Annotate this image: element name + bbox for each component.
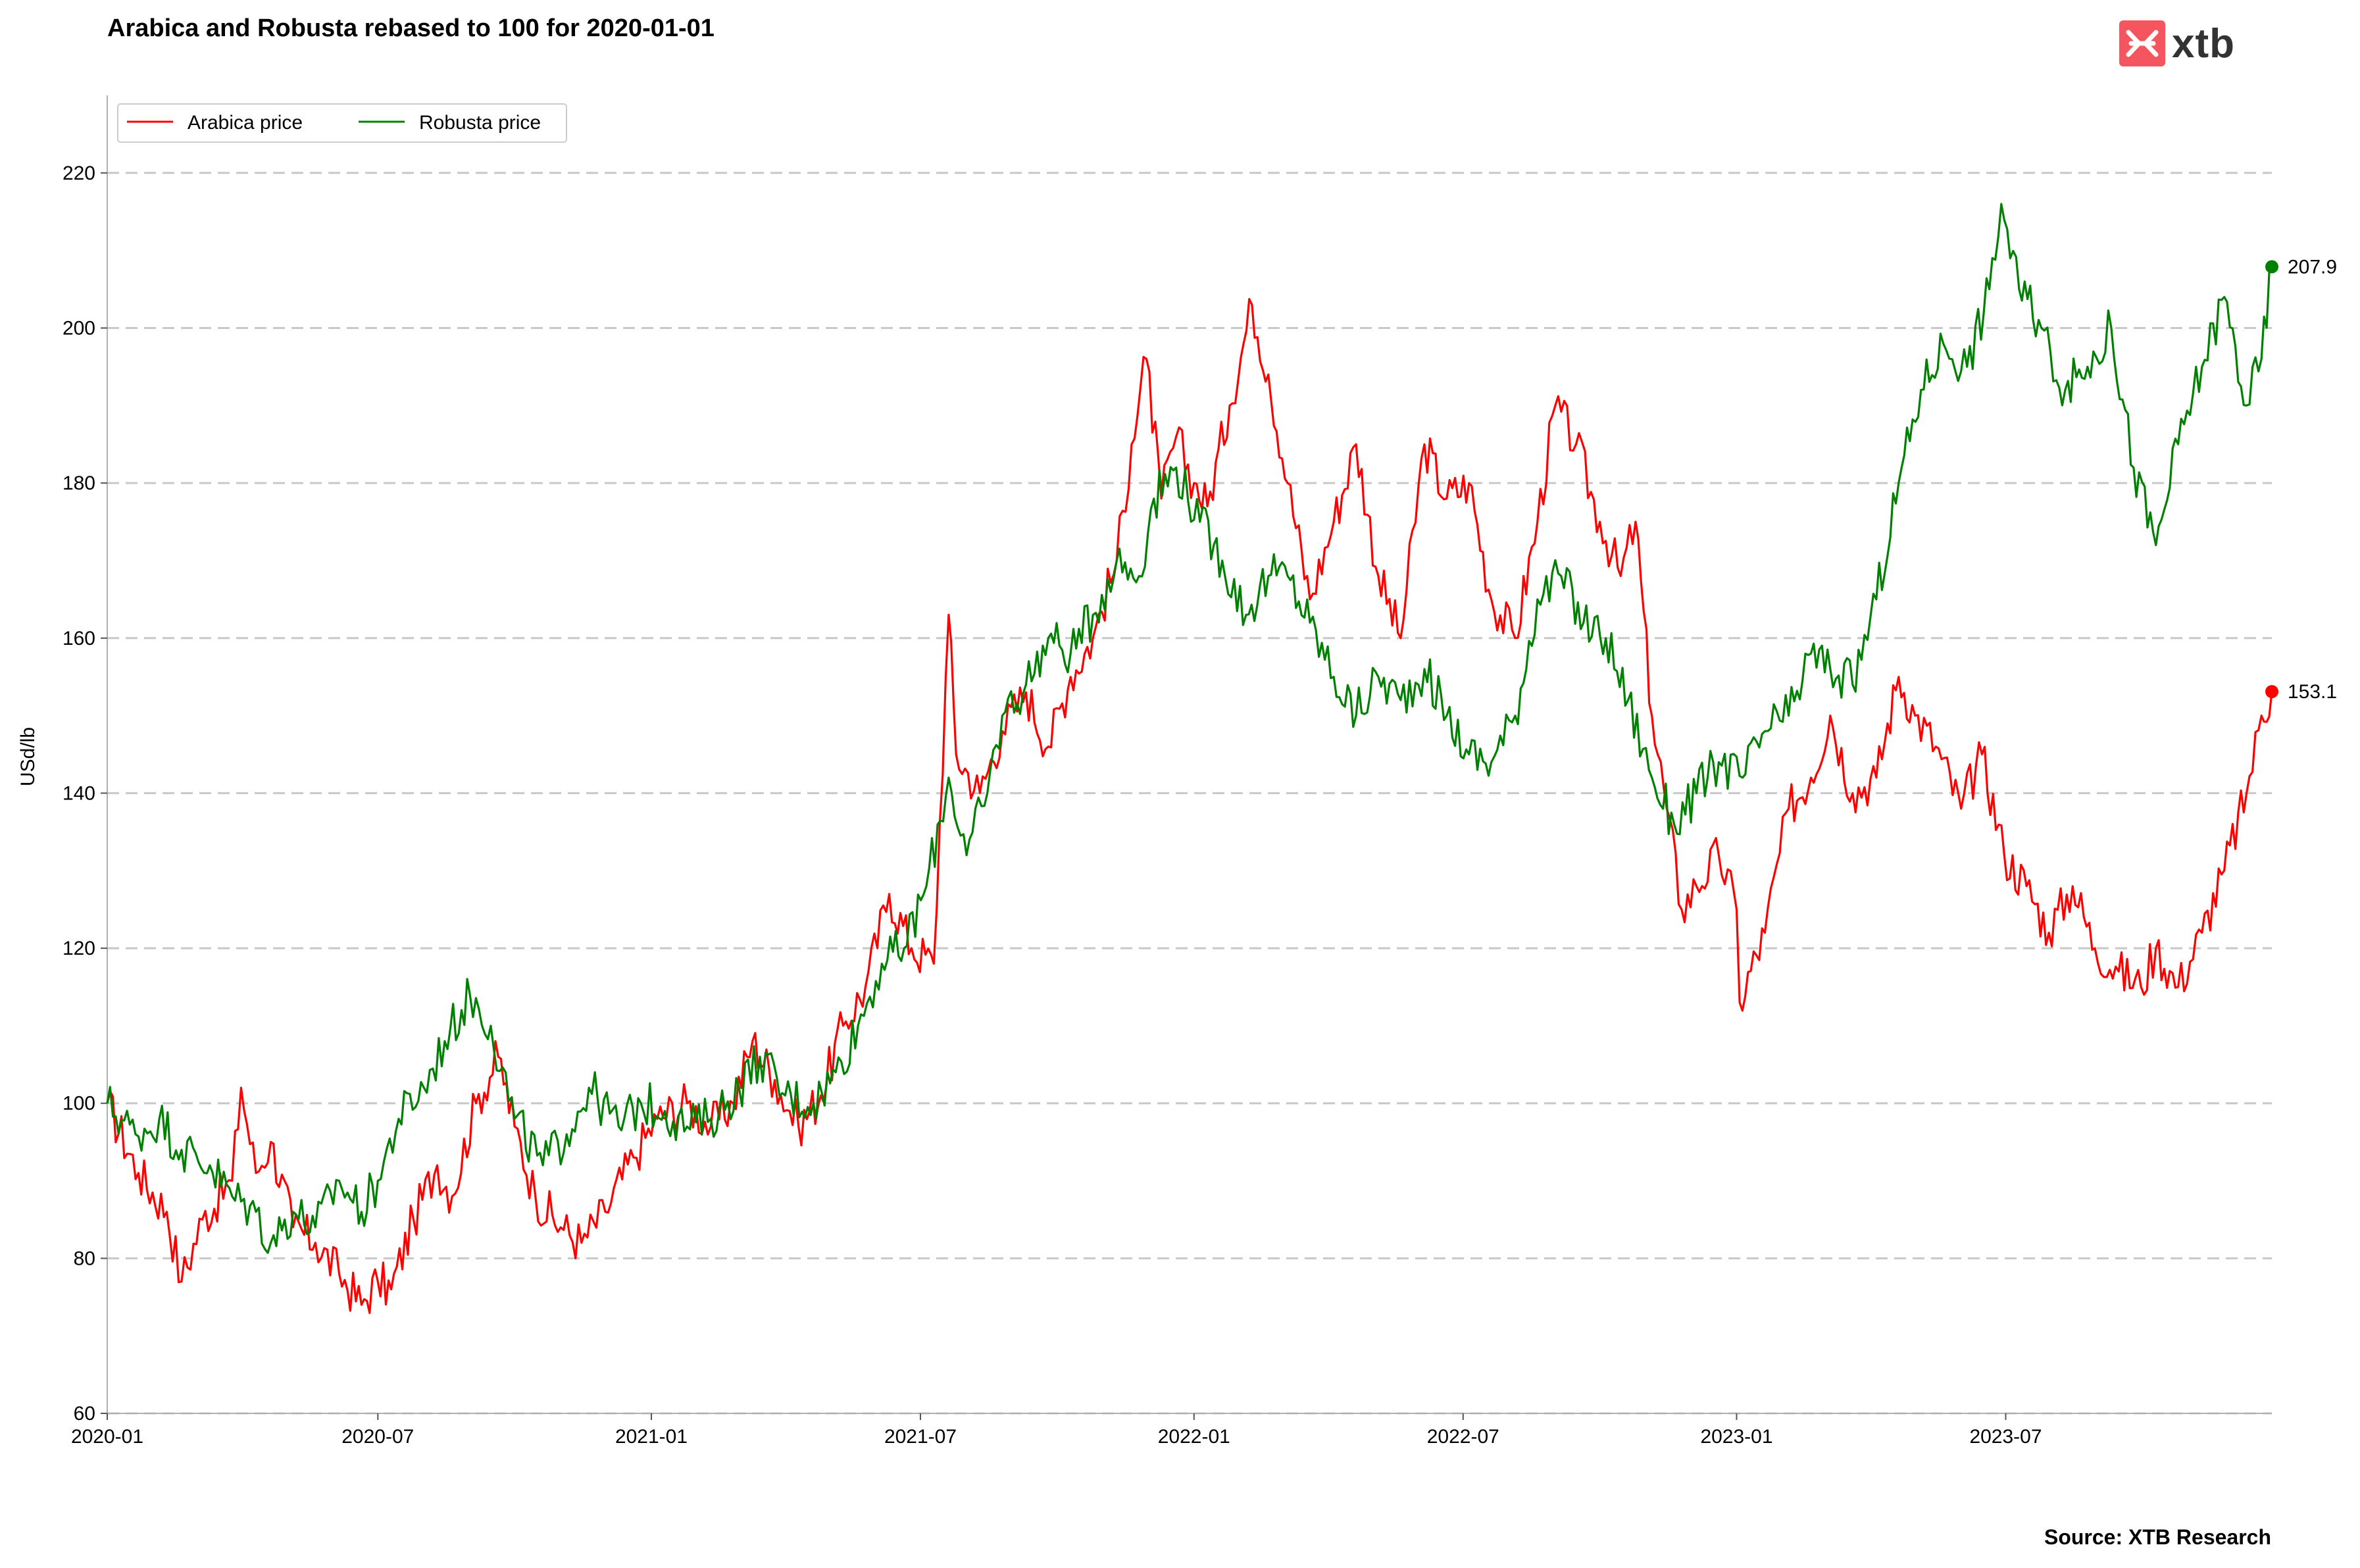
end-value-label-robusta-price: 207.9 [2288, 256, 2337, 278]
y-tick-label-220: 220 [63, 163, 95, 184]
y-tick-label-60: 60 [74, 1403, 95, 1425]
x-tick-label-2023-01: 2023-01 [1700, 1426, 1772, 1448]
y-axis-ticks: 60 80 100 120 140 160 180 200 220 [63, 163, 107, 1425]
legend: Arabica price Robusta price [117, 103, 567, 143]
x-tick-label-2020-07: 2020-07 [341, 1426, 414, 1448]
x-tick-label-2022-07: 2022-07 [1427, 1426, 1499, 1448]
legend-label-robusta: Robusta price [419, 112, 541, 134]
end-marker-arabica-price [2265, 685, 2278, 699]
y-tick-label-100: 100 [63, 1093, 95, 1115]
y-tick-label-180: 180 [63, 472, 95, 494]
series-line-arabica-price [106, 297, 2273, 1314]
x-tick-label-2021-01: 2021-01 [615, 1426, 688, 1448]
chart-title: Arabica and Robusta rebased to 100 for 2… [107, 14, 715, 42]
series-lines [106, 203, 2273, 1314]
y-tick-label-160: 160 [63, 628, 95, 649]
end-marker-robusta-price [2265, 260, 2278, 274]
x-axis-ticks: 2020-01 2020-07 2021-01 2021-07 2022-01 2022-… [71, 1413, 2042, 1448]
x-tick-label-2022-01: 2022-01 [1158, 1426, 1230, 1448]
legend-label-arabica: Arabica price [188, 112, 303, 134]
y-tick-label-80: 80 [74, 1248, 95, 1269]
end-value-label-arabica-price: 153.1 [2288, 681, 2337, 703]
x-tick-label-2023-07: 2023-07 [1969, 1426, 2042, 1448]
x-tick-label-2020-01: 2020-01 [71, 1426, 143, 1448]
xtb-logo-icon [2119, 20, 2165, 66]
y-tick-label-200: 200 [63, 318, 95, 340]
brand-name: xtb [2172, 20, 2235, 66]
end-markers: 153.1 207.9 [2265, 256, 2337, 703]
brand-logo: xtb [2119, 20, 2235, 67]
y-tick-label-120: 120 [63, 938, 95, 959]
legend-box [117, 103, 567, 143]
y-axis-label: USd/lb [17, 727, 39, 786]
x-tick-label-2021-07: 2021-07 [884, 1426, 957, 1448]
y-tick-label-140: 140 [63, 782, 95, 804]
grid-lines [107, 172, 2272, 1415]
series-line-robusta-price [106, 203, 2273, 1254]
source-note: Source: XTB Research [2044, 1525, 2271, 1549]
